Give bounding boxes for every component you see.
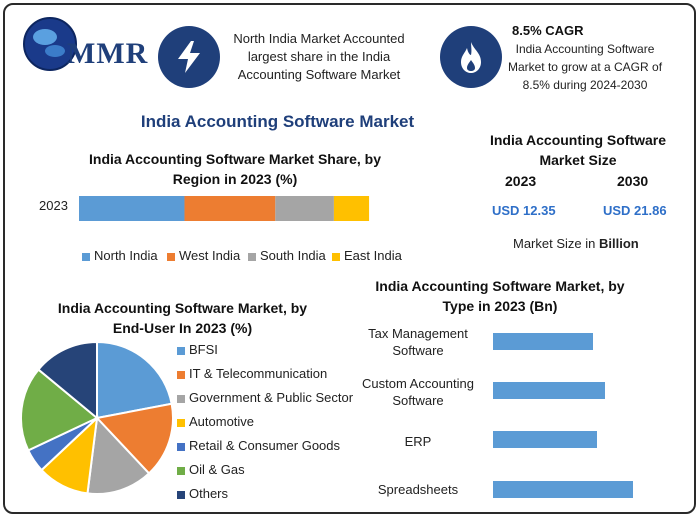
pie-legend-automotive: Automotive [177, 414, 254, 429]
legend-label: BFSI [189, 342, 218, 357]
region-legend-west-india: West India [167, 248, 240, 263]
legend-swatch [177, 418, 185, 427]
infographic-frame: MMR North India Market Accounted largest… [3, 3, 696, 514]
pie-legend-retail-and-consumer-goods: Retail & Consumer Goods [177, 438, 340, 453]
cagr-note: India Accounting Software Market to grow… [507, 42, 663, 92]
type-bar-chart [493, 333, 633, 498]
legend-label: IT & Telecommunication [189, 366, 328, 381]
legend-swatch [248, 252, 256, 261]
legend-label: South India [260, 248, 326, 263]
type-label-custom-accounting-software: Custom Accounting Software [361, 376, 474, 408]
legend-label: Automotive [189, 414, 255, 429]
cagr-title: 8.5% CAGR [512, 23, 584, 38]
logo-text: MMR [67, 37, 149, 70]
type-label-erp: ERP [404, 434, 432, 449]
enduser-pie [20, 342, 174, 495]
pie-slice-oil-and-gas [20, 368, 99, 452]
type-chart-title: India Accounting Software Market, by Typ… [375, 278, 625, 314]
legend-label: Others [189, 486, 229, 501]
region-chart-title: India Accounting Software Market Share, … [89, 151, 381, 187]
region-stacked-bar [79, 196, 370, 221]
pie-legend-bfsi: BFSI [177, 342, 218, 357]
legend-swatch [177, 442, 185, 451]
legend-swatch [167, 252, 175, 261]
main-title: India Accounting Software Market [140, 112, 415, 131]
region-bar-east-india [333, 196, 370, 221]
pie-slice-bfsi [96, 342, 173, 420]
type-bar-tax-management-software [493, 333, 593, 350]
type-bar-erp [493, 431, 597, 448]
size-value-2030: USD 21.86 [603, 203, 667, 218]
size-value-2023: USD 12.35 [492, 203, 556, 218]
legend-label: North India [94, 248, 158, 263]
enduser-chart-title: India Accounting Software Market, by End… [57, 300, 308, 336]
legend-label: West India [179, 248, 241, 263]
pie-legend-oil-and-gas: Oil & Gas [177, 462, 245, 477]
legend-swatch [177, 370, 185, 379]
flame-icon [461, 42, 481, 73]
legend-swatch [82, 252, 90, 261]
region-bar-west-india [184, 196, 276, 221]
region-bar-north-india [79, 196, 185, 221]
legend-swatch [177, 394, 185, 403]
size-year-2023: 2023 [505, 173, 537, 189]
pie-slice-it-and-telecommunication [95, 402, 174, 475]
north-india-note: North India Market Accounted largest sha… [233, 31, 405, 82]
flame-badge [440, 26, 502, 88]
type-label-spreadsheets: Spreadsheets [377, 482, 459, 497]
type-label-tax-management-software: Tax Management Software [368, 326, 468, 358]
legend-swatch [177, 490, 185, 499]
size-title: India Accounting Software Market Size [489, 132, 667, 168]
legend-swatch [177, 466, 185, 475]
pie-legend-others: Others [177, 486, 228, 501]
region-year-label: 2023 [39, 198, 68, 213]
type-bar-spreadsheets [493, 481, 633, 498]
region-bar-south-india [275, 196, 334, 221]
size-unit: Market Size in Billion [513, 236, 639, 251]
pie-legend-government-and-public-sector: Government & Public Sector [177, 390, 353, 405]
legend-label: East India [344, 248, 402, 263]
legend-swatch [177, 346, 185, 355]
size-unit-prefix: Market Size in [513, 236, 599, 251]
legend-label: Retail & Consumer Goods [189, 438, 341, 453]
size-unit-bold: Billion [598, 236, 639, 251]
legend-label: Government & Public Sector [189, 390, 354, 405]
lightning-icon [178, 41, 200, 73]
legend-swatch [332, 252, 340, 261]
legend-label: Oil & Gas [189, 462, 245, 477]
pie-slice-government-and-public-sector [86, 415, 151, 495]
type-bar-custom-accounting-software [493, 382, 605, 399]
region-legend-south-india: South India [248, 248, 326, 263]
region-legend-east-india: East India [332, 248, 402, 263]
size-year-2030: 2030 [617, 173, 649, 189]
pie-slice-others [37, 342, 98, 421]
pie-legend-it-and-telecommunication: IT & Telecommunication [177, 366, 327, 381]
lightning-badge [158, 26, 220, 88]
region-legend-north-india: North India [82, 248, 158, 263]
mmr-logo: MMR [21, 15, 151, 75]
globe-icon [23, 17, 77, 71]
